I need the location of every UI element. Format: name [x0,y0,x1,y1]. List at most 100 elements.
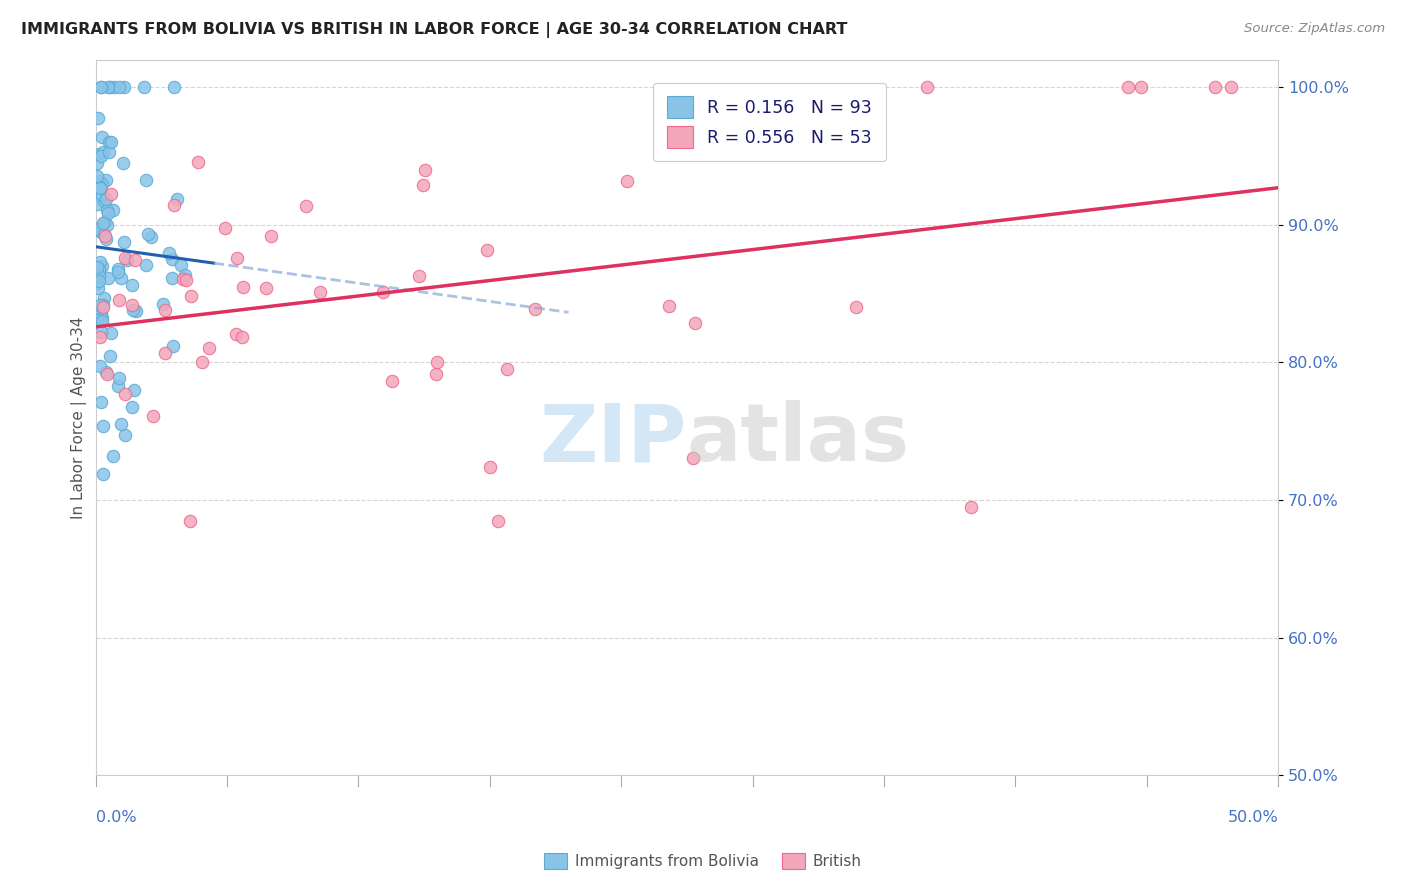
Point [89,330,111,344]
Point [86,276,108,290]
Point [845,301,868,315]
Point [86,260,108,274]
Point [170,258,193,272]
Point [162,197,184,211]
Point [90,259,112,273]
Point [91,301,114,315]
Point [107,370,129,384]
Point [90,149,112,163]
Point [616,174,638,188]
Point [959,500,981,514]
Point [89,255,111,269]
Point [1204,80,1226,95]
Point [412,178,434,193]
Point [373,285,395,299]
Text: ZIP: ZIP [540,400,688,478]
Point [260,229,283,244]
Point [87,261,110,276]
Point [172,272,194,286]
Point [160,252,183,266]
Point [214,221,236,235]
Point [108,293,131,307]
Point [94,232,117,246]
Point [162,339,184,353]
Point [90,225,112,239]
Point [496,362,519,376]
Point [90,394,112,409]
Point [93,227,115,241]
Point [98,145,121,159]
Point [121,400,143,414]
Point [94,192,117,206]
Point [87,111,110,125]
Point [86,270,108,285]
Point [174,273,197,287]
Point [107,261,129,276]
Point [110,417,132,431]
Point [97,135,120,149]
Point [380,374,402,388]
Point [413,162,436,177]
Point [90,313,112,327]
Point [139,230,162,244]
Point [90,129,112,144]
Point [93,194,115,209]
Text: Source: ZipAtlas.com: Source: ZipAtlas.com [1244,22,1385,36]
Point [94,215,117,229]
Point [86,307,108,321]
Point [254,281,277,295]
Point [111,156,134,170]
Point [90,80,112,95]
Point [96,365,118,379]
Point [225,326,247,341]
Point [89,359,111,373]
Point [198,342,221,356]
Point [108,80,131,95]
Point [294,199,316,213]
Point [91,311,114,326]
Point [121,298,143,312]
Text: IMMIGRANTS FROM BOLIVIA VS BRITISH IN LABOR FORCE | AGE 30-34 CORRELATION CHART: IMMIGRANTS FROM BOLIVIA VS BRITISH IN LA… [21,22,848,38]
Legend: Immigrants from Bolivia, British: Immigrants from Bolivia, British [538,847,868,875]
Point [135,258,157,272]
Point [107,379,129,393]
Point [91,187,114,202]
Point [157,245,180,260]
Point [122,383,145,397]
Point [91,314,114,328]
Point [142,409,165,423]
Point [90,177,112,191]
Point [101,450,124,464]
Point [136,227,159,241]
Point [180,289,202,303]
Point [426,355,449,369]
Point [96,172,118,186]
Point [114,251,136,265]
Point [100,135,122,149]
Point [915,80,938,95]
Point [89,181,111,195]
Point [93,291,115,305]
Point [658,299,681,313]
Point [97,80,120,95]
Point [523,301,546,316]
Text: 0.0%: 0.0% [96,810,136,825]
Point [86,156,108,170]
Point [91,216,114,230]
Point [97,206,120,220]
Point [112,235,135,250]
Point [477,243,499,257]
Point [89,274,111,288]
Point [152,296,174,310]
Point [91,145,114,159]
Point [87,281,110,295]
Point [91,298,114,312]
Text: 50.0%: 50.0% [1227,810,1278,825]
Point [125,304,148,318]
Point [479,459,502,474]
Point [153,302,176,317]
Point [87,146,110,161]
Point [190,355,212,369]
Point [683,317,706,331]
Point [114,428,136,442]
